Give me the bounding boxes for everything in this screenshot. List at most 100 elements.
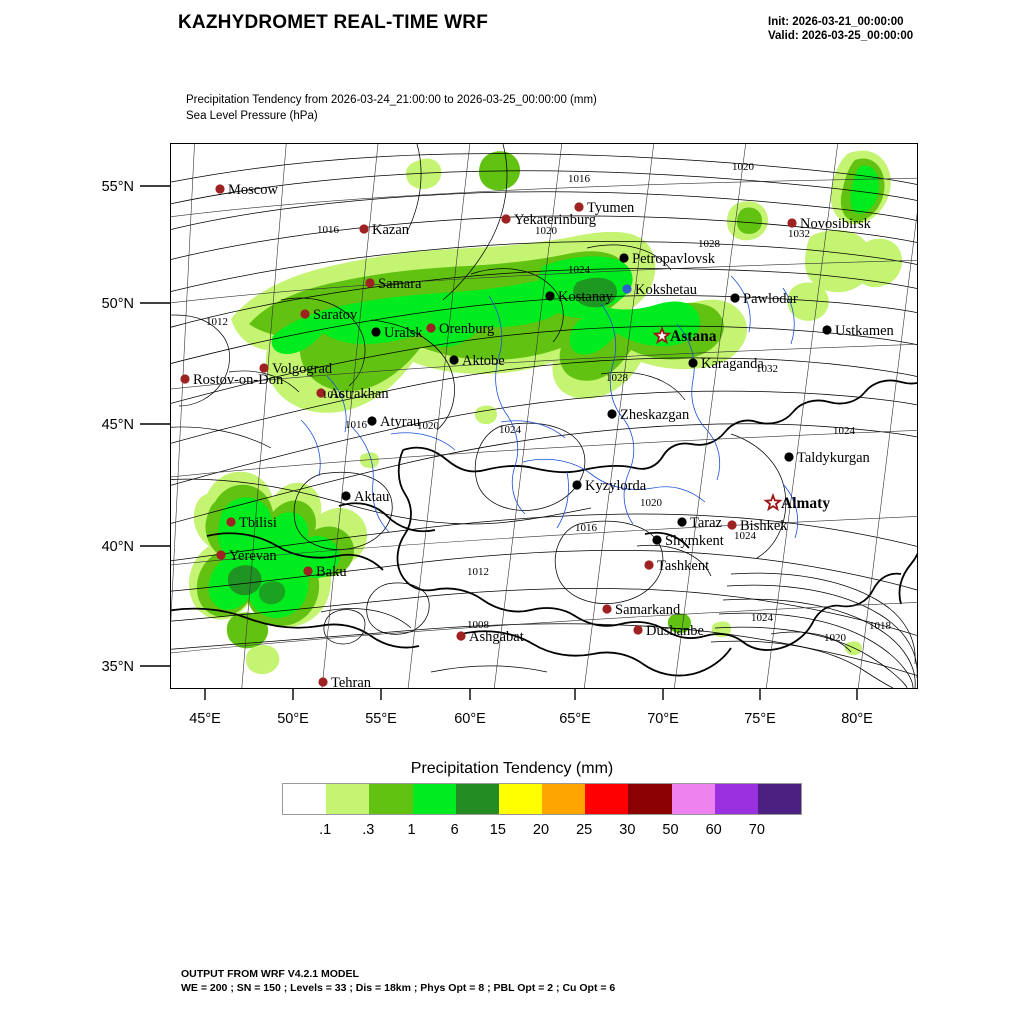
city-label: Tbilisi xyxy=(239,515,277,531)
city-marker xyxy=(572,480,582,490)
latitude-label: 55°N xyxy=(102,179,134,195)
city-marker xyxy=(371,327,381,337)
colorbar-tick-label: 1 xyxy=(407,822,416,838)
city-marker xyxy=(602,604,612,614)
city-marker xyxy=(784,452,794,462)
colorbar-swatch[interactable] xyxy=(542,784,586,814)
pressure-contour-layer xyxy=(171,144,917,688)
colorbar-tick-label: 60 xyxy=(705,822,722,838)
city-label: Bishkek xyxy=(740,518,788,534)
city-label: Tashkent xyxy=(657,558,709,574)
graticule-layer xyxy=(171,144,917,688)
city-label: Saratov xyxy=(313,307,358,323)
city-marker xyxy=(822,325,832,335)
contour-value-label: 1012 xyxy=(206,316,228,328)
colorbar[interactable] xyxy=(282,783,802,815)
city-marker xyxy=(180,374,190,384)
city-marker xyxy=(677,517,687,527)
city-label: Kyzylorda xyxy=(585,478,647,494)
city-label: Aktau xyxy=(354,489,389,505)
colorbar-swatch[interactable] xyxy=(628,784,672,814)
colorbar-swatch[interactable] xyxy=(498,784,543,814)
colorbar-swatch[interactable] xyxy=(412,784,456,814)
colorbar-swatch[interactable] xyxy=(671,784,715,814)
city-label: Volgograd xyxy=(272,361,333,377)
precip-subtitle: Precipitation Tendency from 2026-03-24_2… xyxy=(186,94,597,106)
city-marker xyxy=(787,218,797,228)
colorbar-swatch[interactable] xyxy=(326,784,370,814)
city-marker xyxy=(727,520,737,530)
city-marker xyxy=(216,550,226,560)
city-label: Ashgabat xyxy=(469,629,524,645)
city-marker xyxy=(501,214,511,224)
contour-value-label: 1016 xyxy=(317,224,340,236)
colorbar-tick-label: 25 xyxy=(576,822,593,838)
city-marker xyxy=(359,224,369,234)
city-label: Atyrau xyxy=(380,414,420,430)
contour-value-label: 1020 xyxy=(640,497,663,509)
page-title: KAZHYDROMET REAL-TIME WRF xyxy=(178,12,489,33)
city-marker xyxy=(644,560,654,570)
weather-map[interactable]: Moscow Kazan Samara Saratov Uralsk Orenburg Ak… xyxy=(170,143,918,689)
city-label: Ustkamen xyxy=(835,323,895,339)
city-label: Pawlodar xyxy=(743,291,798,307)
contour-value-label: 1012 xyxy=(467,566,489,578)
colorbar-swatch[interactable] xyxy=(585,784,629,814)
city-marker xyxy=(316,388,326,398)
city-marker xyxy=(652,535,662,545)
city-marker xyxy=(574,202,584,212)
contour-value-label: 1016 xyxy=(575,522,598,534)
colorbar-swatch[interactable] xyxy=(283,784,327,814)
contour-value-label: 1018 xyxy=(869,620,892,632)
longitude-label: 50°E xyxy=(277,711,309,727)
latitude-label: 35°N xyxy=(102,659,134,675)
internal-border-layer xyxy=(300,275,799,539)
longitude-label: 75°E xyxy=(744,711,776,727)
city-label: Shymkent xyxy=(665,533,724,549)
model-output-line: OUTPUT FROM WRF V4.2.1 MODEL xyxy=(181,968,359,980)
contour-value-label: 1024 xyxy=(568,264,591,276)
city-label: Taldykurgan xyxy=(797,450,871,466)
valid-time-label: Valid: 2026-03-25_00:00:00 xyxy=(768,30,914,42)
longitude-label: 65°E xyxy=(559,711,591,727)
country-border-layer xyxy=(171,379,917,677)
latitude-label: 40°N xyxy=(102,539,134,555)
model-config-line: WE = 200 ; SN = 150 ; Levels = 33 ; Dis … xyxy=(181,982,616,994)
contour-value-label: 1020 xyxy=(535,225,558,237)
contour-value-label: 1016 xyxy=(322,389,345,401)
city-label: Kostanay xyxy=(558,289,614,305)
city-label: Yekaterinburg xyxy=(514,212,596,228)
city-marker xyxy=(545,291,555,301)
city-marker xyxy=(426,323,436,333)
colorbar-tick-label: 50 xyxy=(662,822,679,838)
city-marker xyxy=(341,491,351,501)
contour-value-label: 1028 xyxy=(606,372,629,384)
colorbar-swatch[interactable] xyxy=(369,784,413,814)
city-label: Kazan xyxy=(372,222,410,238)
latitude-label: 50°N xyxy=(102,296,134,312)
colorbar-swatch[interactable] xyxy=(757,784,802,814)
contour-label-layer: 1016 1020 1016 1020 1032 1028 1024 1012 1028 1032… xyxy=(206,161,892,644)
city-label: Baku xyxy=(316,564,347,580)
city-label: Moscow xyxy=(228,182,278,198)
city-label: Karaganda xyxy=(701,356,764,372)
city-marker xyxy=(619,253,629,263)
colorbar-swatch[interactable] xyxy=(714,784,758,814)
city-label: Astrakhan xyxy=(329,386,389,402)
colorbar-tick-label: 15 xyxy=(489,822,506,838)
colorbar-tick-label: .3 xyxy=(362,822,375,838)
city-marker xyxy=(730,293,740,303)
city-layer: Moscow Kazan Samara Saratov Uralsk Orenburg Ak… xyxy=(180,182,895,688)
city-label: Astana xyxy=(670,328,717,345)
coastline-layer xyxy=(171,244,686,629)
capital-star-marker xyxy=(763,493,783,512)
city-label: Orenburg xyxy=(439,321,494,337)
contour-value-label: 1024 xyxy=(751,612,774,624)
city-label: Petropavlovsk xyxy=(632,251,716,267)
city-marker xyxy=(449,355,459,365)
city-label: Novosibirsk xyxy=(800,216,872,232)
longitude-label: 55°E xyxy=(365,711,397,727)
colorbar-title: Precipitation Tendency (mm) xyxy=(410,760,614,777)
colorbar-swatch[interactable] xyxy=(455,784,499,814)
longitude-label: 45°E xyxy=(189,711,221,727)
